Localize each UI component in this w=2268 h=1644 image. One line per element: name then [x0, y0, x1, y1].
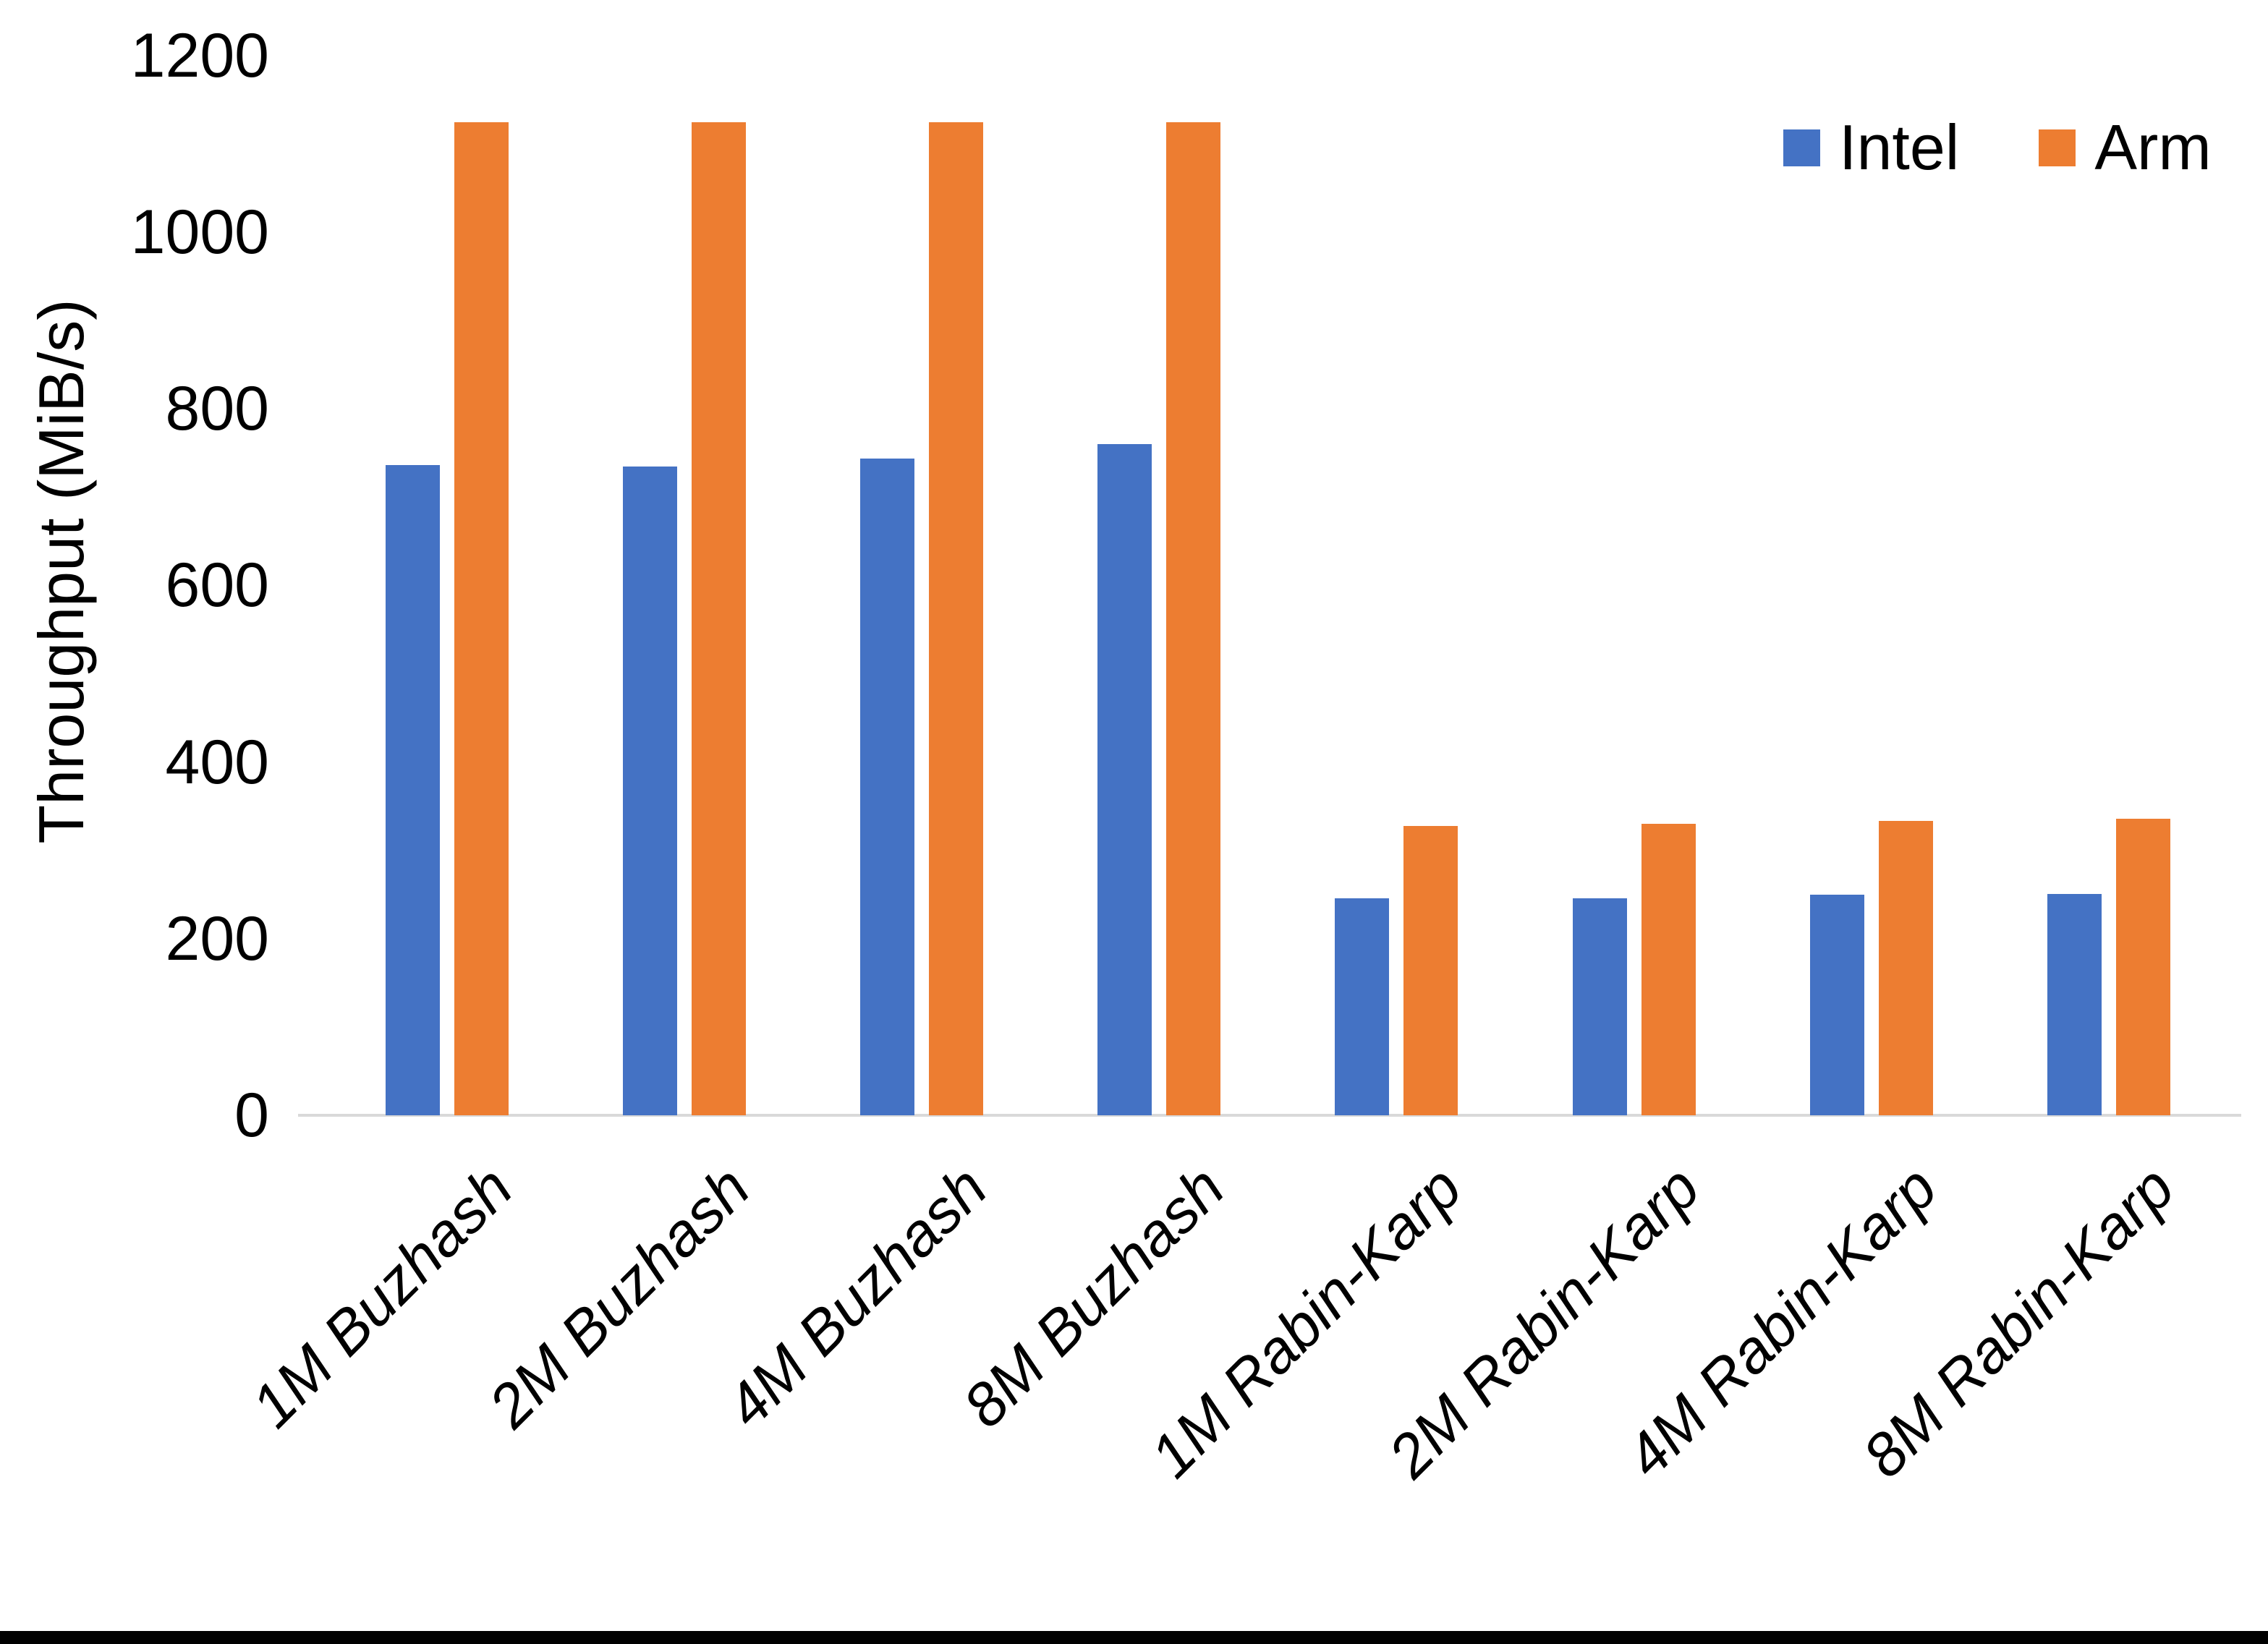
bar-intel-1m-buzhash: [385, 465, 440, 1115]
legend: Intel Arm: [1783, 116, 2212, 179]
bar-arm-4m-rabin-karp: [1878, 821, 1933, 1115]
bottom-border-bar: [0, 1631, 2268, 1644]
y-tick-label-0: 0: [234, 1081, 269, 1150]
bar-intel-8m-rabin-karp: [2047, 894, 2102, 1115]
bar-intel-2m-rabin-karp: [1572, 898, 1627, 1115]
legend-label-intel: Intel: [1839, 111, 1960, 183]
bar-intel-1m-rabin-karp: [1335, 898, 1390, 1115]
y-tick-label-800: 800: [165, 374, 270, 443]
y-tick-label-400: 400: [165, 728, 270, 797]
bar-arm-2m-rabin-karp: [1641, 824, 1696, 1115]
bar-intel-4m-buzhash: [859, 459, 914, 1115]
bar-intel-4m-rabin-karp: [1809, 895, 1864, 1115]
bar-arm-4m-buzhash: [928, 122, 983, 1115]
legend-swatch-arm: [2039, 129, 2076, 166]
x-axis-line: [298, 1114, 2241, 1117]
y-tick-label-200: 200: [165, 904, 270, 974]
bar-arm-8m-buzhash: [1166, 122, 1221, 1115]
y-tick-label-1200: 1200: [130, 21, 269, 90]
bar-arm-2m-buzhash: [691, 122, 746, 1115]
legend-item-arm: Arm: [2039, 111, 2212, 183]
y-tick-label-1000: 1000: [130, 197, 269, 267]
legend-item-intel: Intel: [1783, 116, 1959, 179]
y-tick-label-600: 600: [165, 550, 270, 620]
legend-label-arm: Arm: [2094, 111, 2212, 183]
bar-arm-8m-rabin-karp: [2115, 819, 2170, 1115]
bar-intel-2m-buzhash: [622, 467, 677, 1115]
bar-arm-1m-buzhash: [454, 122, 509, 1115]
bar-intel-8m-buzhash: [1097, 444, 1152, 1115]
bar-arm-1m-rabin-karp: [1403, 826, 1458, 1115]
legend-swatch-intel: [1783, 129, 1820, 166]
